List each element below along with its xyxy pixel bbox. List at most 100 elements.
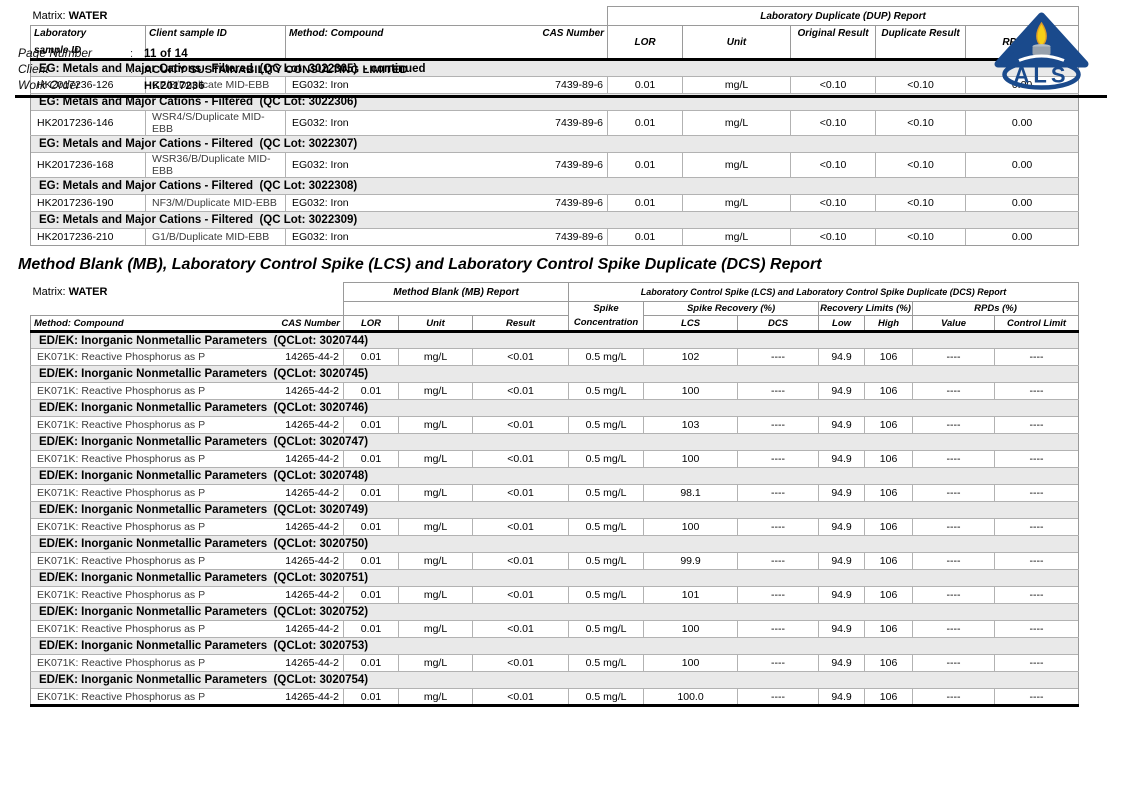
high-limit-cell: 106 bbox=[864, 654, 914, 672]
low-limit-cell: 94.9 bbox=[818, 518, 866, 536]
rpd-control-limit-cell: ---- bbox=[994, 552, 1080, 570]
low-limit-cell: 94.9 bbox=[818, 416, 866, 434]
work-order-value: HK2017236 bbox=[144, 80, 205, 92]
rpd-control-limit-cell: ---- bbox=[994, 348, 1080, 366]
col-header-method-compound: Method: Compound bbox=[30, 315, 254, 333]
lcs-recovery-cell: 100 bbox=[643, 382, 739, 400]
lcs-recovery-cell: 100 bbox=[643, 450, 739, 468]
high-limit-cell: 106 bbox=[864, 484, 914, 502]
rpd-value-cell: ---- bbox=[912, 688, 996, 707]
rpd-value-cell: ---- bbox=[912, 586, 996, 604]
unit-cell: mg/L bbox=[398, 382, 473, 400]
qc-lot-section-title: ED/EK: Inorganic Nonmetallic Parameters … bbox=[29, 433, 1080, 451]
unit-cell: mg/L bbox=[682, 76, 792, 94]
high-limit-cell: 106 bbox=[864, 552, 914, 570]
lor-cell: 0.01 bbox=[343, 586, 399, 604]
dup-report-table: Matrix: WATER Laboratory Duplicate (DUP)… bbox=[29, 6, 1080, 246]
low-limit-cell: 94.9 bbox=[818, 654, 866, 672]
qc-lot-section-row: ED/EK: Inorganic Nonmetallic Parameters … bbox=[29, 569, 1080, 587]
result-cell: <0.01 bbox=[471, 382, 570, 400]
lab-sample-id-cell: HK2017236-146 bbox=[30, 110, 146, 136]
analyte-data-row: EK071K: Reactive Phosphorus as P 14265-44… bbox=[30, 450, 1080, 468]
col-header-lor: LOR bbox=[343, 315, 399, 333]
analyte-data-row: EK071K: Reactive Phosphorus as P 14265-44… bbox=[30, 688, 1080, 707]
col-header-cas-number: CAS Number bbox=[520, 25, 609, 61]
high-limit-cell: 106 bbox=[864, 620, 914, 638]
method-compound-cell: EG032: Iron bbox=[285, 76, 521, 94]
analyte-data-row: EK071K: Reactive Phosphorus as P 14265-44… bbox=[30, 620, 1080, 638]
mb-lcs-report-table: Matrix: WATER Method Blank (MB) Report L… bbox=[29, 282, 1080, 707]
rpd-cell: 0.00 bbox=[965, 152, 1080, 178]
unit-cell: mg/L bbox=[682, 194, 792, 212]
lcs-recovery-cell: 99.9 bbox=[643, 552, 739, 570]
spike-concentration-cell: 0.5 mg/L bbox=[568, 620, 645, 638]
col-header-original-result: Original Result bbox=[790, 25, 877, 61]
method-compound-cell: EG032: Iron bbox=[285, 152, 521, 178]
rpd-control-limit-cell: ---- bbox=[994, 654, 1080, 672]
dcs-recovery-cell: ---- bbox=[737, 552, 820, 570]
unit-cell: mg/L bbox=[682, 228, 792, 246]
qc-lot-section-row: ED/EK: Inorganic Nonmetallic Parameters … bbox=[29, 433, 1080, 451]
lor-cell: 0.01 bbox=[607, 228, 684, 246]
original-result-cell: <0.10 bbox=[790, 228, 877, 246]
cas-number-cell: 14265-44-2 bbox=[253, 688, 344, 707]
cas-number-cell: 7439-89-6 bbox=[520, 110, 609, 136]
result-cell: <0.01 bbox=[471, 484, 570, 502]
matrix-cell: Matrix: WATER bbox=[31, 283, 344, 302]
qc-lot-section-title: EG: Metals and Major Cations - Filtered … bbox=[29, 211, 1080, 229]
subheader-spike-recovery: Spike Recovery (%) bbox=[643, 301, 820, 316]
analyte-data-row: EK071K: Reactive Phosphorus as P 14265-44… bbox=[30, 518, 1080, 536]
lcs-recovery-cell: 100 bbox=[643, 620, 739, 638]
spike-concentration-cell: 0.5 mg/L bbox=[568, 654, 645, 672]
dcs-recovery-cell: ---- bbox=[737, 416, 820, 434]
method-compound-cell: EK071K: Reactive Phosphorus as P bbox=[30, 416, 254, 434]
unit-cell: mg/L bbox=[398, 688, 473, 707]
lcs-recovery-cell: 101 bbox=[643, 586, 739, 604]
subheader-recovery-limits: Recovery Limits (%) bbox=[818, 301, 914, 316]
mb-subgroup-header-row: Spike Spike Recovery (%) Recovery Limits… bbox=[31, 301, 1080, 316]
empty-cell bbox=[31, 302, 344, 316]
low-limit-cell: 94.9 bbox=[818, 586, 866, 604]
method-compound-cell: EK071K: Reactive Phosphorus as P bbox=[30, 586, 254, 604]
lor-cell: 0.01 bbox=[343, 484, 399, 502]
col-header-method-compound: Method: Compound bbox=[285, 25, 521, 61]
col-header-lcs: LCS bbox=[643, 315, 739, 333]
qc-lot-section-title: ED/EK: Inorganic Nonmetallic Parameters … bbox=[29, 671, 1080, 689]
page-header: Page Number : 11 of 14 Client : ACUITY S… bbox=[18, 46, 408, 94]
low-limit-cell: 94.9 bbox=[818, 620, 866, 638]
lor-cell: 0.01 bbox=[343, 450, 399, 468]
lor-cell: 0.01 bbox=[343, 416, 399, 434]
lcs-recovery-cell: 98.1 bbox=[643, 484, 739, 502]
cas-number-cell: 14265-44-2 bbox=[253, 450, 344, 468]
cas-number-cell: 14265-44-2 bbox=[253, 416, 344, 434]
spike-concentration-cell: 0.5 mg/L bbox=[568, 484, 645, 502]
unit-cell: mg/L bbox=[682, 110, 792, 136]
dcs-recovery-cell: ---- bbox=[737, 382, 820, 400]
duplicate-result-cell: <0.10 bbox=[875, 194, 967, 212]
rpd-control-limit-cell: ---- bbox=[994, 416, 1080, 434]
col-header-unit: Unit bbox=[398, 315, 473, 333]
qc-lot-section-title: ED/EK: Inorganic Nonmetallic Parameters … bbox=[29, 399, 1080, 417]
dcs-recovery-cell: ---- bbox=[737, 586, 820, 604]
original-result-cell: <0.10 bbox=[790, 152, 877, 178]
spike-concentration-cell: 0.5 mg/L bbox=[568, 586, 645, 604]
lor-cell: 0.01 bbox=[343, 518, 399, 536]
qc-lot-section-title: ED/EK: Inorganic Nonmetallic Parameters … bbox=[29, 637, 1080, 655]
analyte-data-row: HK2017236-168 WSR36/B/Duplicate MID-EBB EG… bbox=[30, 152, 1080, 178]
rpd-control-limit-cell: ---- bbox=[994, 688, 1080, 707]
analyte-data-row: EK071K: Reactive Phosphorus as P 14265-44… bbox=[30, 484, 1080, 502]
analyte-data-row: EK071K: Reactive Phosphorus as P 14265-44… bbox=[30, 654, 1080, 672]
header-field-page-number: Page Number : 11 of 14 bbox=[18, 46, 408, 62]
low-limit-cell: 94.9 bbox=[818, 688, 866, 707]
mb-column-header-row: Method: Compound CAS Number LOR Unit Res… bbox=[30, 315, 1080, 333]
result-cell: <0.01 bbox=[471, 518, 570, 536]
logo-white-arc bbox=[1018, 54, 1065, 62]
high-limit-cell: 106 bbox=[864, 416, 914, 434]
qc-lot-section-title: ED/EK: Inorganic Nonmetallic Parameters … bbox=[29, 603, 1080, 621]
col-header-result: Result bbox=[471, 315, 570, 333]
spike-concentration-cell: 0.5 mg/L bbox=[568, 552, 645, 570]
qc-lot-section-row: ED/EK: Inorganic Nonmetallic Parameters … bbox=[29, 671, 1080, 689]
qc-lot-section-title: ED/EK: Inorganic Nonmetallic Parameters … bbox=[29, 331, 1080, 349]
empty-cell bbox=[342, 301, 570, 316]
lcs-dcs-group-header: Laboratory Control Spike (LCS) and Labor… bbox=[568, 282, 1080, 302]
